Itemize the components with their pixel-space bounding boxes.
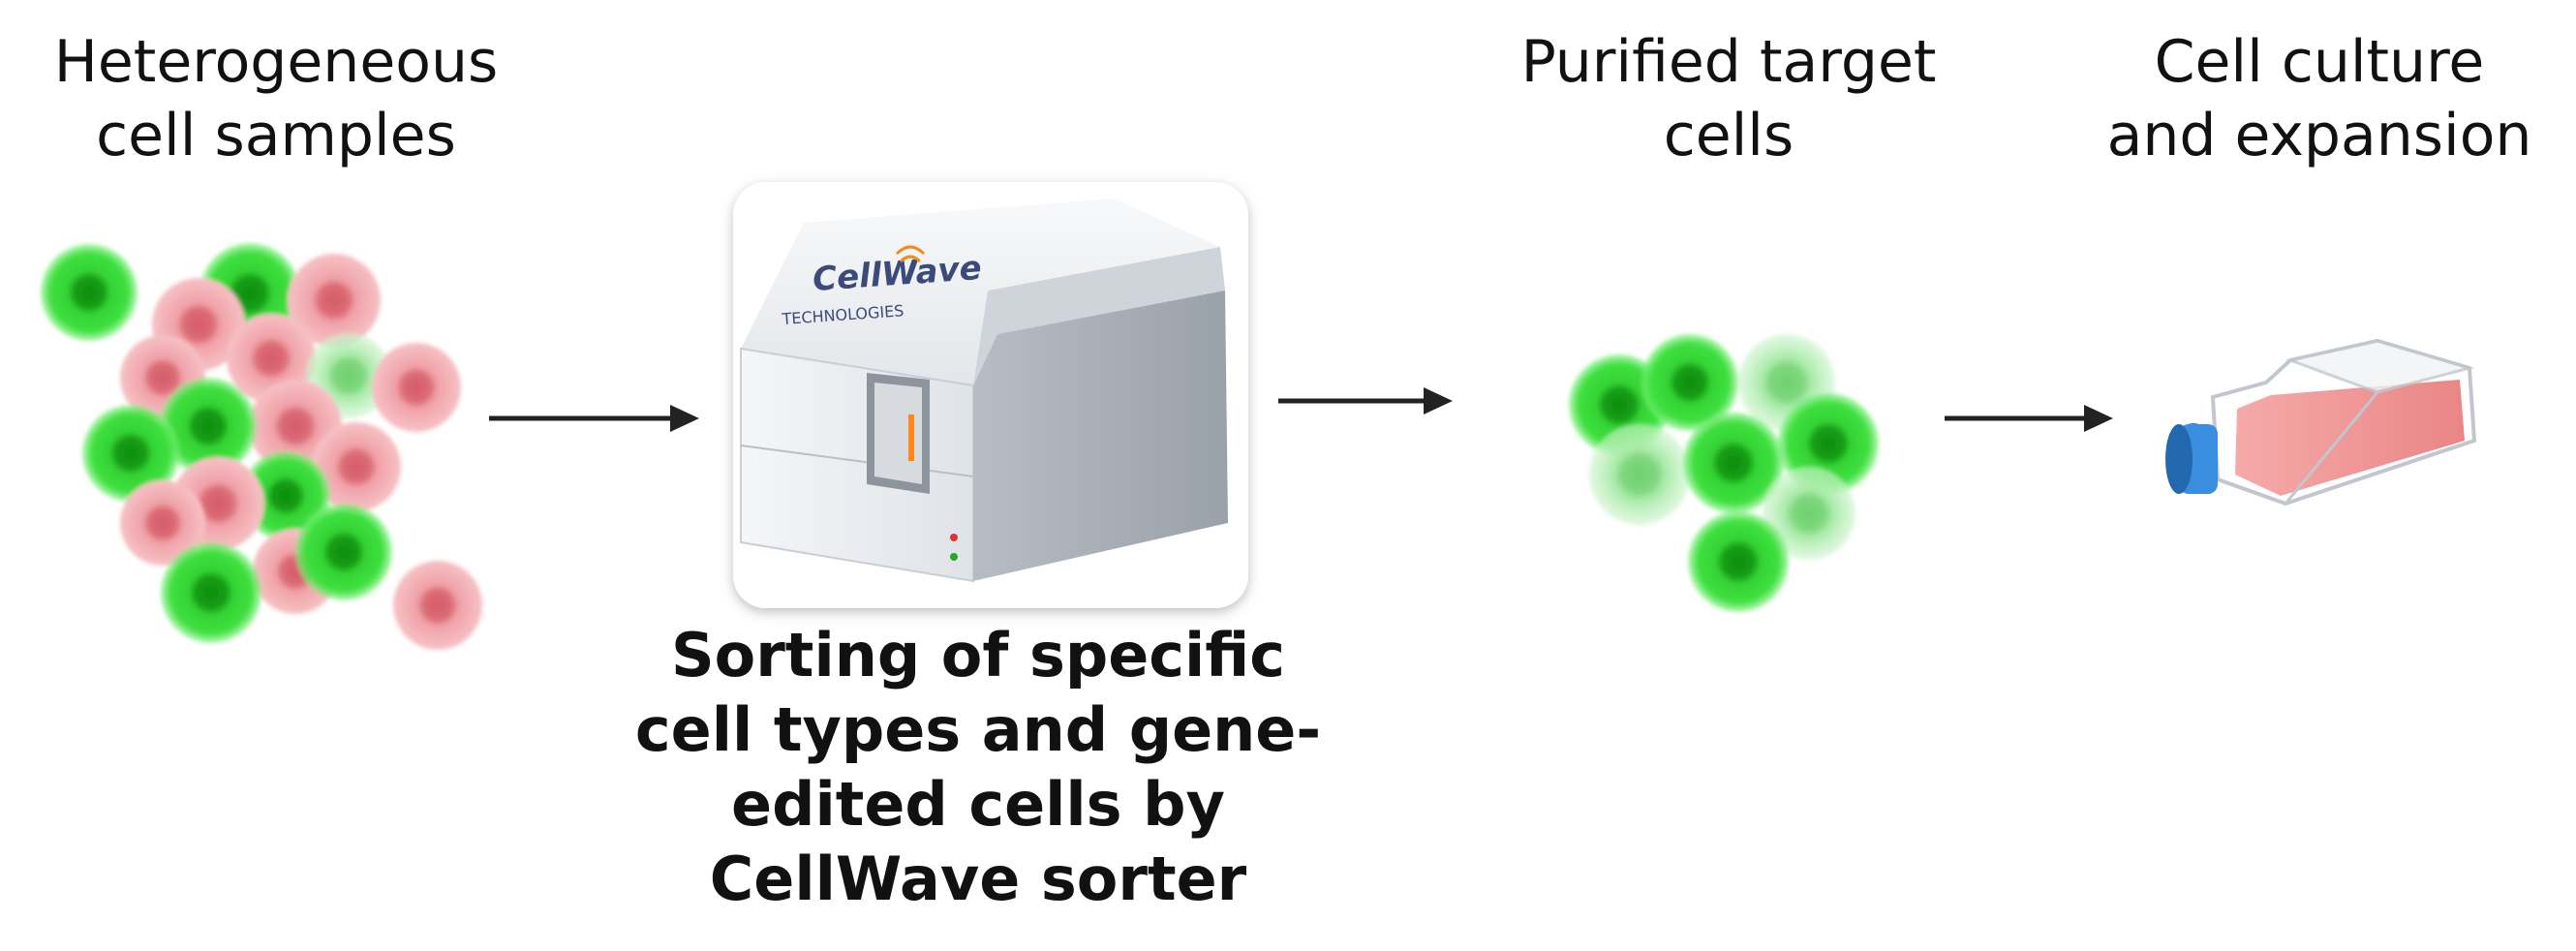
cell-green bbox=[41, 244, 138, 341]
cell-green bbox=[295, 504, 392, 600]
step-label-culture: Cell culture and expansion bbox=[2068, 25, 2571, 172]
step-label-heterogeneous: Heterogeneous cell samples bbox=[0, 25, 552, 172]
machine-front bbox=[740, 347, 974, 583]
caption-line: edited cells by bbox=[731, 769, 1225, 840]
cell-green bbox=[1683, 413, 1784, 513]
flask-media bbox=[2235, 380, 2465, 496]
machine-slope bbox=[973, 247, 1225, 385]
label-line: cell samples bbox=[96, 102, 456, 169]
caption-line: cell types and gene- bbox=[634, 694, 1322, 765]
cell-pink bbox=[393, 561, 482, 650]
machine-top bbox=[741, 199, 1220, 385]
cell-green bbox=[160, 378, 257, 475]
cell-green bbox=[1688, 511, 1789, 612]
cell-green-pale bbox=[1763, 467, 1855, 560]
step-caption-sorting: Sorting of specific cell types and gene-… bbox=[596, 618, 1361, 916]
machine-side bbox=[973, 291, 1228, 581]
label-line: Heterogeneous bbox=[53, 28, 499, 96]
status-led-green bbox=[950, 553, 958, 561]
arrow-3 bbox=[1945, 405, 2113, 432]
cell-green bbox=[161, 542, 261, 643]
cell-pink bbox=[372, 343, 461, 432]
cell-pink bbox=[312, 422, 401, 511]
caption-line: CellWave sorter bbox=[709, 844, 1247, 914]
caption-line: Sorting of specific bbox=[670, 620, 1286, 690]
cell-pink bbox=[120, 480, 205, 566]
cell-green bbox=[82, 405, 179, 502]
label-line: Cell culture bbox=[2154, 28, 2485, 96]
arrow-2 bbox=[1278, 387, 1453, 414]
culture-flask-icon bbox=[2165, 338, 2477, 506]
label-line: Purified target bbox=[1520, 28, 1937, 96]
purified-cell-cluster bbox=[1569, 334, 1879, 612]
heterogeneous-cell-cluster bbox=[41, 243, 482, 650]
cell-green bbox=[1641, 334, 1738, 431]
label-line: cells bbox=[1663, 102, 1794, 169]
logo-wave-icon bbox=[899, 255, 922, 263]
step-label-purified: Purified target cells bbox=[1453, 25, 2005, 172]
cell-pink bbox=[288, 254, 381, 347]
door-handle bbox=[908, 414, 914, 461]
cell-green bbox=[241, 451, 330, 540]
arrow-1 bbox=[489, 405, 699, 432]
label-line: and expansion bbox=[2106, 102, 2532, 169]
status-led-red bbox=[950, 534, 958, 541]
cell-green-pale bbox=[1589, 424, 1690, 525]
cellwave-sorter-machine: CellWave TECHNOLOGIES bbox=[733, 182, 1248, 608]
